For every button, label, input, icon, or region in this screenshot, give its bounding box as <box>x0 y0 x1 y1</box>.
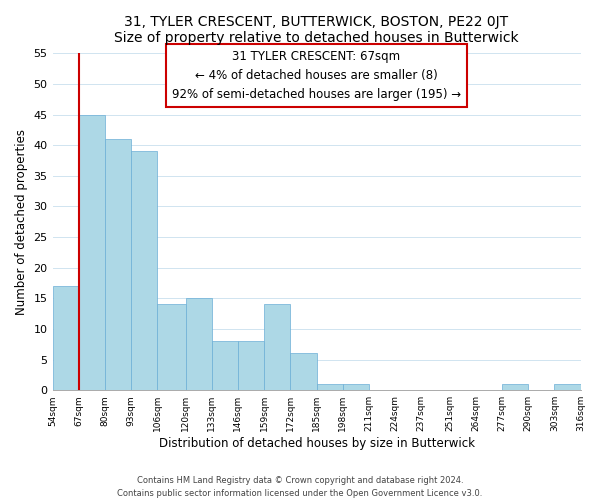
Bar <box>264 304 290 390</box>
Bar <box>317 384 343 390</box>
Y-axis label: Number of detached properties: Number of detached properties <box>15 129 28 315</box>
Bar <box>53 286 79 390</box>
Bar <box>212 341 238 390</box>
Bar <box>105 139 131 390</box>
Bar <box>502 384 528 390</box>
Bar <box>290 354 317 390</box>
Bar <box>185 298 212 390</box>
X-axis label: Distribution of detached houses by size in Butterwick: Distribution of detached houses by size … <box>158 437 475 450</box>
Bar <box>157 304 185 390</box>
Bar <box>554 384 581 390</box>
Text: Contains HM Land Registry data © Crown copyright and database right 2024.
Contai: Contains HM Land Registry data © Crown c… <box>118 476 482 498</box>
Bar <box>79 114 105 390</box>
Title: 31, TYLER CRESCENT, BUTTERWICK, BOSTON, PE22 0JT
Size of property relative to de: 31, TYLER CRESCENT, BUTTERWICK, BOSTON, … <box>114 15 519 45</box>
Text: 31 TYLER CRESCENT: 67sqm
← 4% of detached houses are smaller (8)
92% of semi-det: 31 TYLER CRESCENT: 67sqm ← 4% of detache… <box>172 50 461 100</box>
Bar <box>238 341 264 390</box>
Bar <box>131 152 157 390</box>
Bar <box>343 384 369 390</box>
